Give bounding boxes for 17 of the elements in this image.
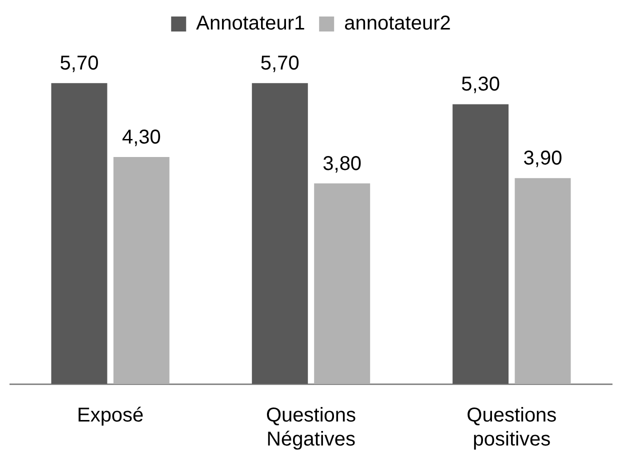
bar [514,178,571,384]
data-label: 5,30 [461,74,500,96]
x-tick-label: Questions positives [466,404,557,451]
data-label: 3,80 [322,152,362,175]
data-label: 4,30 [122,126,161,149]
legend-label: Annotateur1 [196,12,306,35]
bar [252,83,308,384]
bar [51,83,108,384]
data-label: 5,70 [60,52,99,75]
x-tick-label: Questions Négatives [266,404,356,451]
bar [452,104,509,384]
bar [113,157,170,384]
data-label: 3,90 [523,148,562,170]
x-tick-label: Exposé [76,404,144,427]
bar [314,183,370,384]
legend-label: annotateur2 [344,12,451,35]
data-label: 5,70 [260,52,300,75]
